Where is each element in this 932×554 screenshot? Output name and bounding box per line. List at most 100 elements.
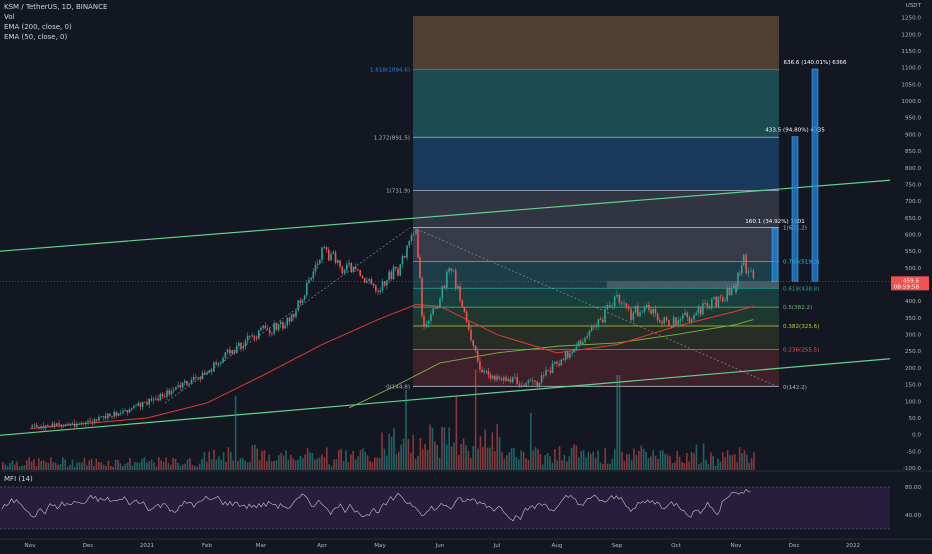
- price-candle: [675, 317, 677, 326]
- price-candle: [476, 350, 479, 362]
- price-candle: [634, 305, 637, 313]
- price-candle: [354, 266, 357, 269]
- price-candle: [368, 279, 370, 281]
- price-candle: [487, 370, 490, 376]
- price-candle: [381, 281, 384, 290]
- price-candle: [117, 413, 120, 416]
- price-candle: [645, 304, 648, 307]
- volume-bar: [434, 441, 436, 470]
- volume-bar: [582, 450, 585, 470]
- price-candle: [314, 265, 317, 272]
- price-candle: [450, 268, 453, 271]
- price-candle: [78, 424, 80, 425]
- vol-indicator-label[interactable]: Vol: [4, 13, 15, 21]
- volume-bar: [306, 448, 309, 470]
- price-candle: [80, 423, 83, 425]
- volume-bar: [105, 465, 107, 470]
- price-candle: [584, 338, 586, 342]
- price-candle: [217, 363, 220, 365]
- volume-bar: [496, 424, 498, 470]
- price-candle: [233, 350, 236, 354]
- volume-bar: [575, 445, 578, 470]
- fib-level-label: 1.618(1094.6): [370, 68, 410, 74]
- price-candle: [126, 410, 129, 413]
- price-candle: [361, 275, 364, 278]
- volume-bar: [395, 454, 398, 470]
- price-candle: [135, 405, 137, 407]
- volume-bar: [506, 455, 508, 470]
- price-candle: [192, 376, 195, 380]
- price-candle: [226, 349, 229, 353]
- price-candle: [146, 402, 148, 405]
- volume-bar: [568, 456, 570, 470]
- volume-bar: [681, 462, 683, 470]
- price-candle: [483, 371, 485, 373]
- ema200-line: [348, 319, 754, 409]
- price-candle: [87, 420, 89, 422]
- price-candle: [686, 312, 689, 318]
- price-axis-tick: 1100.0: [901, 66, 921, 72]
- mfi-indicator-label[interactable]: MFI (14): [4, 475, 33, 483]
- price-candle: [739, 272, 741, 274]
- volume-bar: [138, 462, 141, 470]
- volume-bar: [618, 375, 621, 470]
- volume-bar: [611, 459, 614, 470]
- projection-label: 433.5 (94.80%) 4335: [765, 128, 825, 134]
- volume-bar: [364, 451, 366, 470]
- current-price-value: 459.6: [903, 278, 919, 284]
- volume-bar: [412, 434, 414, 470]
- price-candle: [474, 345, 477, 351]
- volume-bar: [750, 458, 753, 470]
- price-candle: [575, 346, 578, 349]
- fib-zone: [413, 261, 779, 289]
- volume-bar: [602, 463, 604, 470]
- ema50-indicator-label[interactable]: EMA (50, close, 0): [4, 33, 68, 41]
- price-candle: [636, 305, 639, 317]
- price-candle: [577, 340, 580, 347]
- volume-bar: [424, 443, 426, 470]
- price-candle: [620, 302, 623, 304]
- time-axis-tick: Dec: [83, 543, 94, 549]
- volume-bar: [254, 444, 256, 470]
- volume-bar: [203, 452, 206, 470]
- volume-bar: [383, 448, 386, 470]
- fib-level-label: 0.236(255.5): [783, 347, 819, 353]
- volume-bar: [102, 464, 105, 470]
- price-candle: [197, 377, 199, 379]
- volume-bar: [594, 457, 597, 470]
- volume-bar: [563, 454, 566, 470]
- price-candle: [155, 398, 157, 400]
- volume-bar: [309, 452, 311, 470]
- volume-bar: [9, 462, 11, 470]
- price-candle: [255, 338, 258, 340]
- volume-bar: [489, 447, 491, 470]
- fib-zone: [413, 326, 779, 350]
- ema200-indicator-label[interactable]: EMA (200, close, 0): [4, 23, 72, 31]
- price-axis-tick: 300.0: [905, 333, 921, 339]
- price-axis-tick: 200.0: [905, 366, 921, 372]
- volume-bar: [174, 458, 177, 470]
- fib-level-label: 1.272(891.5): [374, 135, 410, 141]
- price-candle: [569, 353, 571, 358]
- price-candle: [275, 323, 278, 330]
- price-candle: [457, 286, 459, 289]
- price-candle: [93, 419, 96, 423]
- volume-bar: [417, 455, 419, 470]
- price-candle: [630, 308, 632, 320]
- price-axis-tick: 750.0: [905, 182, 921, 188]
- volume-bar: [155, 466, 158, 470]
- volume-bar: [448, 427, 450, 470]
- price-candle: [332, 252, 335, 254]
- volume-bar: [345, 450, 347, 470]
- price-candle: [104, 416, 107, 419]
- price-candle: [268, 329, 271, 334]
- volume-bar: [170, 464, 172, 470]
- time-axis-tick: Jun: [435, 543, 445, 549]
- price-candle: [73, 423, 76, 427]
- volume-bar: [148, 461, 150, 470]
- price-candle: [42, 426, 45, 429]
- volume-bar: [450, 446, 453, 470]
- volume-bar: [33, 459, 35, 470]
